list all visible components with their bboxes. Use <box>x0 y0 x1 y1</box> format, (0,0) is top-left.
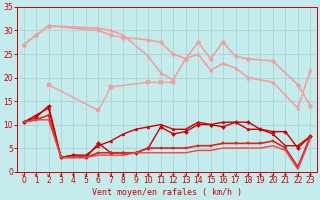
X-axis label: Vent moyen/en rafales ( km/h ): Vent moyen/en rafales ( km/h ) <box>92 188 242 197</box>
